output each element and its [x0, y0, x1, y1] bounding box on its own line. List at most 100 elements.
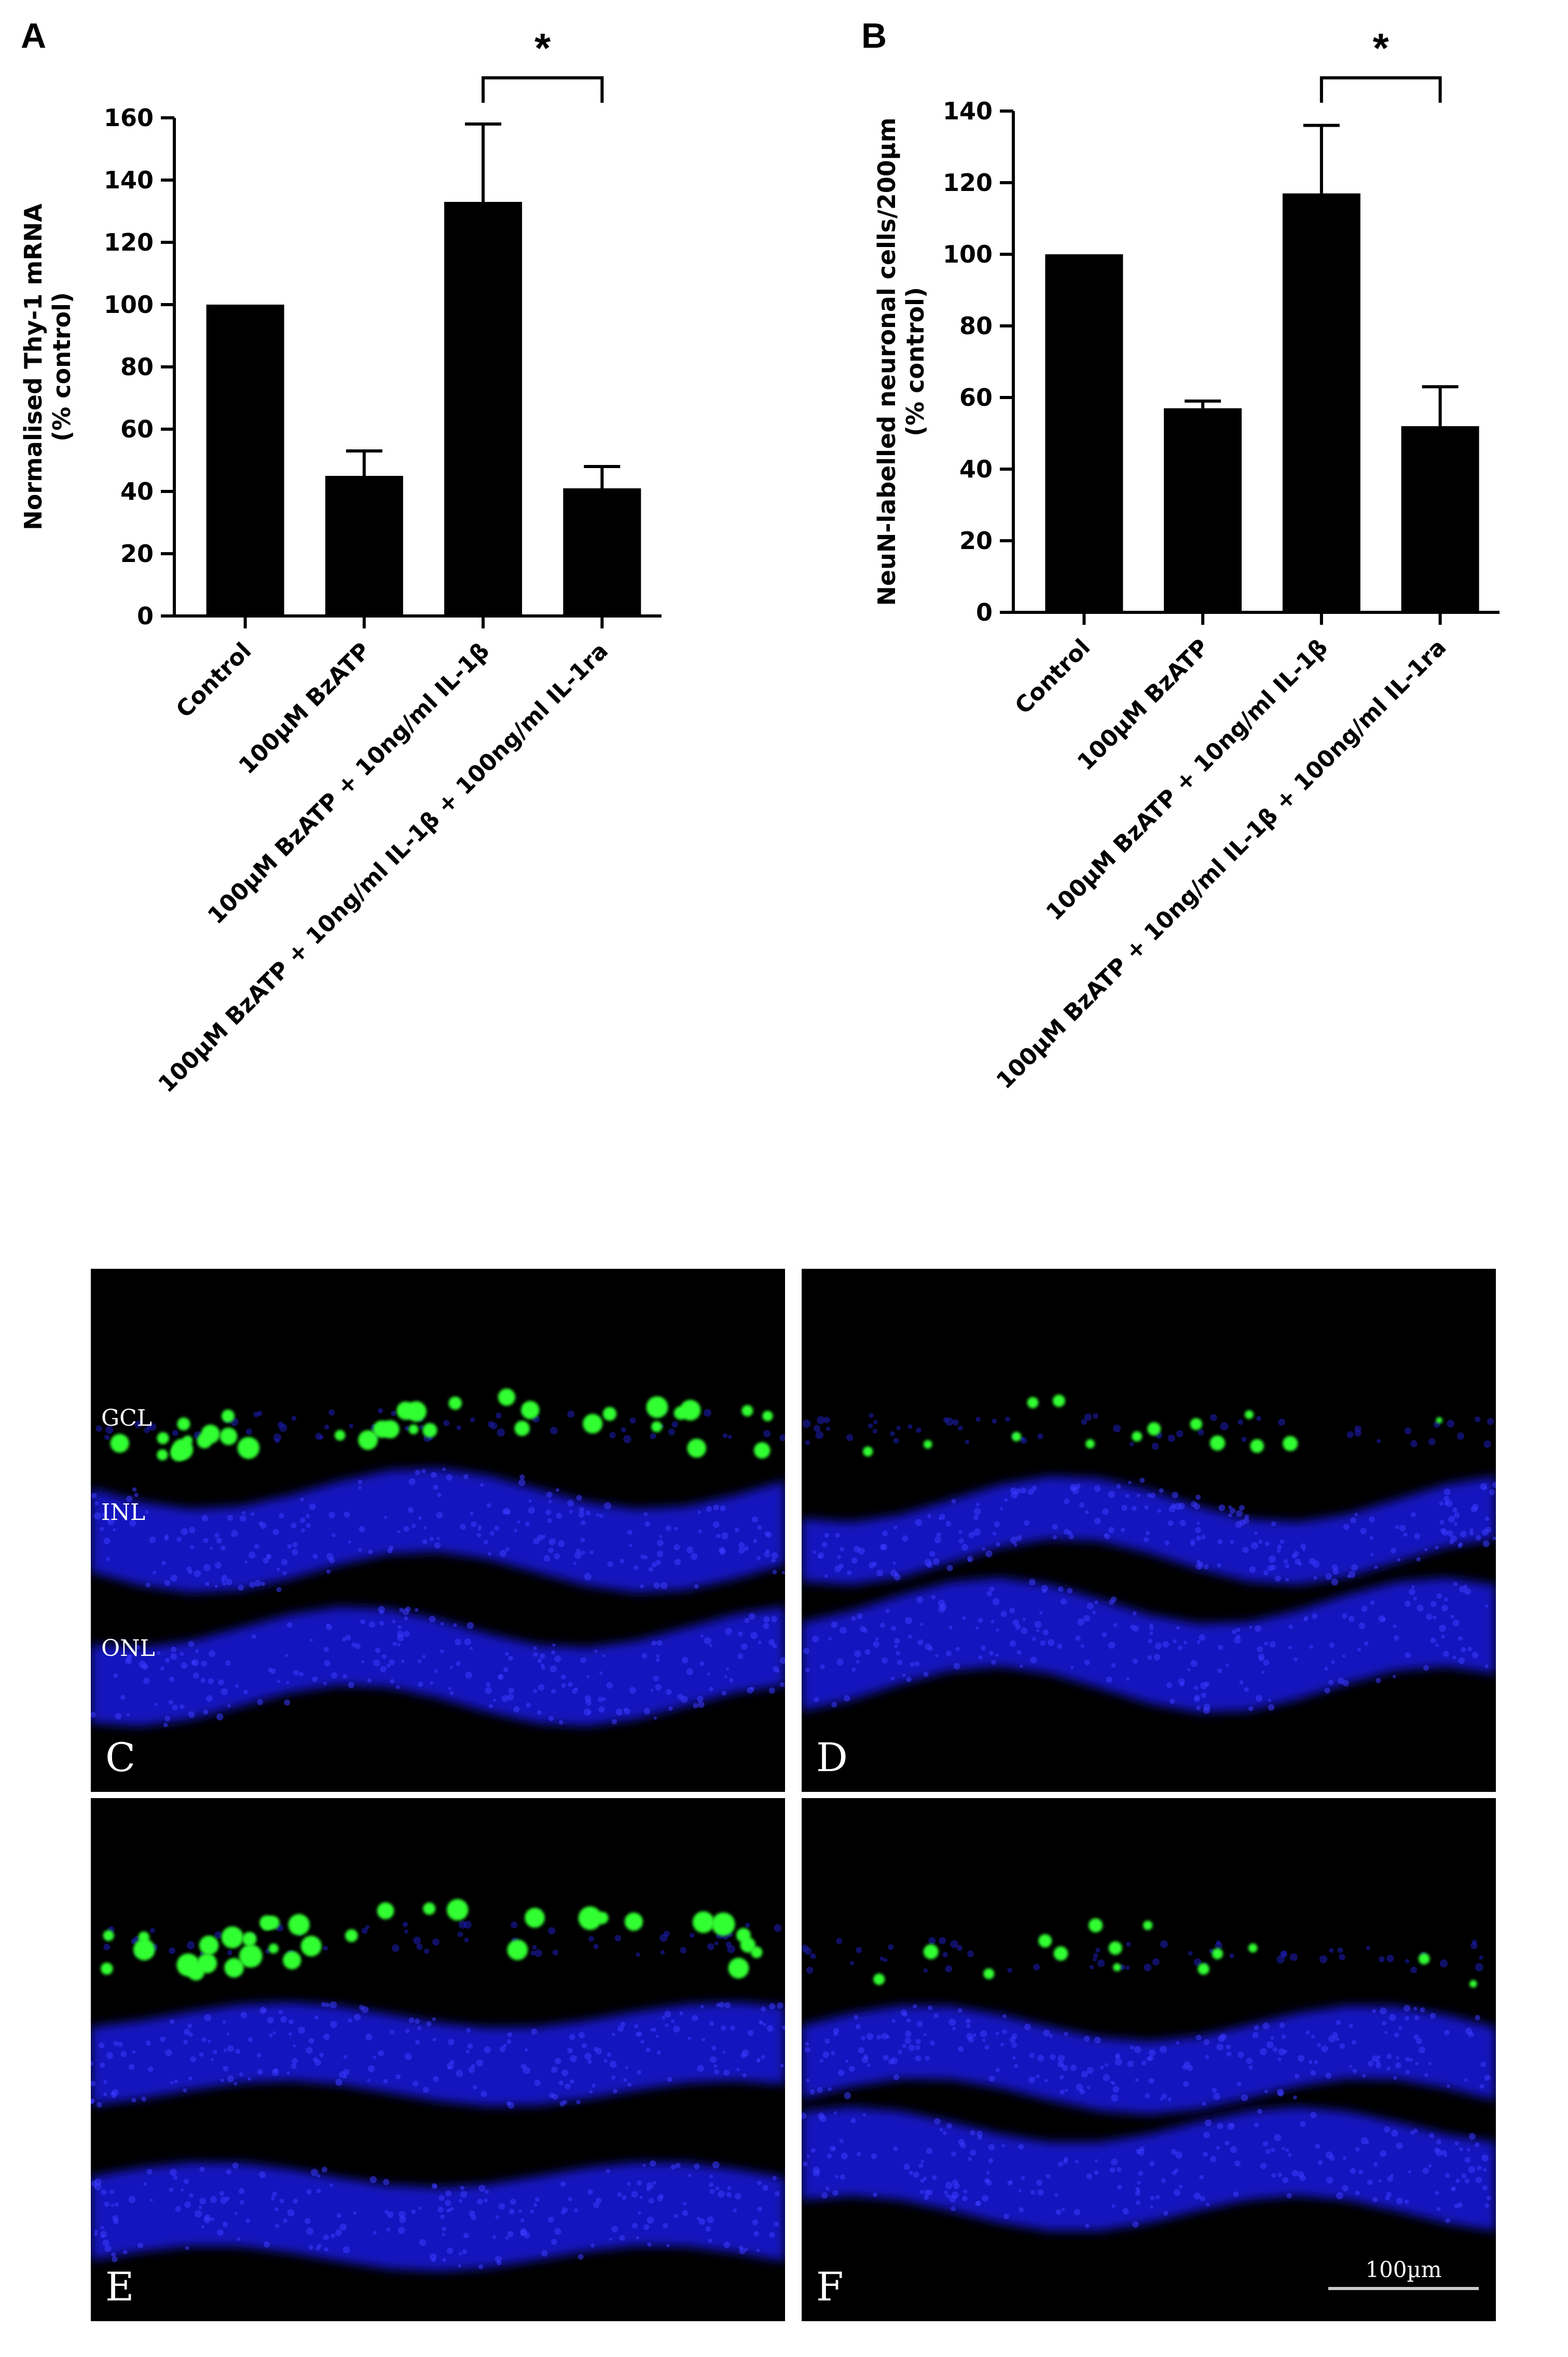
nucleus-dot: [655, 1559, 661, 1566]
nucleus-dot: [495, 2215, 500, 2219]
nucleus-dot: [456, 2070, 463, 2077]
nucleus-dot: [1201, 1692, 1206, 1698]
nucleus-dot: [373, 2230, 377, 2235]
gcl-nucleus: [1167, 1434, 1175, 1442]
nucleus-dot: [762, 2185, 768, 2191]
nucleus-dot: [405, 2053, 412, 2060]
nucleus-dot: [1162, 1641, 1170, 1648]
nucleus-dot: [367, 1678, 372, 1683]
nucleus-dot: [187, 2023, 192, 2029]
nucleus-dot: [1067, 1588, 1073, 1594]
nucleus-dot: [1444, 1597, 1449, 1602]
nucleus-dot: [278, 2009, 283, 2015]
y-tick-label: 120: [943, 169, 993, 197]
nucleus-dot: [1194, 1527, 1201, 1533]
nucleus-dot: [223, 2065, 229, 2072]
nucleus-dot: [1108, 1641, 1116, 1649]
nucleus-dot: [757, 1525, 762, 1530]
nucleus-dot: [721, 1690, 727, 1695]
nucleus-dot: [757, 1556, 761, 1560]
gcl-nucleus: [621, 1427, 626, 1433]
nucleus-dot: [696, 2216, 700, 2221]
nucleus-dot: [560, 2181, 566, 2187]
gcl-nucleus: [463, 1921, 472, 1929]
nucleus-dot: [1258, 1656, 1264, 1662]
neun-cell: [157, 1432, 169, 1444]
bar: [206, 305, 284, 616]
nucleus-dot: [832, 2190, 838, 2196]
nucleus-dot: [825, 2186, 830, 2191]
nucleus-dot: [128, 1654, 132, 1658]
nucleus-dot: [254, 1580, 262, 1587]
nucleus-dot: [445, 2190, 452, 2197]
gcl-nucleus: [552, 1950, 558, 1956]
nucleus-dot: [1112, 2081, 1116, 2085]
nucleus-dot: [551, 1689, 556, 1694]
nucleus-dot: [1052, 1524, 1058, 1530]
nucleus-dot: [505, 1547, 510, 1552]
nucleus-dot: [510, 2198, 516, 2205]
nucleus-dot: [1312, 1613, 1318, 1619]
nucleus-dot: [1309, 1645, 1314, 1649]
nucleus-dot: [916, 1596, 924, 1604]
nucleus-dot: [1428, 2132, 1435, 2139]
y-axis-title: NeuN-labelled neuronal cells/200µm: [873, 117, 901, 606]
nucleus-dot: [113, 2040, 119, 2046]
nucleus-dot: [1409, 2058, 1413, 2062]
nucleus-dot: [487, 1552, 492, 1556]
neun-cell: [873, 1974, 885, 1985]
nucleus-dot: [1342, 1654, 1345, 1658]
nucleus-dot: [1233, 2191, 1239, 2197]
nucleus-dot: [970, 2149, 976, 2156]
nucleus-dot: [828, 2087, 832, 2091]
nucleus-dot: [1086, 2173, 1092, 2180]
nucleus-dot: [1351, 1564, 1358, 1571]
nucleus-dot: [172, 1704, 178, 1710]
nucleus-dot: [1150, 2196, 1155, 2201]
nucleus-dot: [227, 2075, 234, 2082]
gcl-nucleus: [404, 1426, 410, 1431]
nucleus-dot: [473, 2085, 477, 2090]
nucleus-dot: [1254, 2025, 1259, 2031]
nucleus-dot: [916, 2021, 923, 2027]
nucleus-dot: [1100, 2065, 1104, 2070]
nucleus-dot: [1492, 1536, 1496, 1540]
gcl-nucleus: [404, 1929, 409, 1934]
nucleus-dot: [946, 2123, 952, 2129]
nucleus-dot: [1461, 1647, 1466, 1653]
nucleus-dot: [656, 1654, 660, 1658]
nucleus-dot: [836, 1659, 844, 1666]
neun-cell: [259, 1915, 274, 1930]
nucleus-dot: [1326, 2176, 1333, 2184]
nucleus-dot: [1149, 2161, 1155, 2167]
nucleus-dot: [1014, 2064, 1019, 2068]
nucleus-dot: [126, 1496, 133, 1502]
nucleus-dot: [1329, 1642, 1335, 1648]
gcl-nucleus: [245, 1428, 253, 1435]
nucleus-dot: [653, 1716, 657, 1720]
nucleus-dot: [468, 2066, 475, 2073]
nucleus-dot: [1298, 2055, 1305, 2062]
nucleus-dot: [1408, 2170, 1411, 2174]
nucleus-dot: [1469, 1528, 1474, 1532]
nucleus-dot: [723, 2070, 730, 2076]
nucleus-dot: [489, 1530, 494, 1536]
nucleus-dot: [633, 1565, 639, 1570]
nucleus-dot: [434, 1669, 438, 1673]
significance-bracket: [482, 76, 604, 103]
nucleus-dot: [1036, 1629, 1040, 1633]
nucleus-dot: [766, 2025, 774, 2032]
gcl-nucleus: [532, 1945, 537, 1950]
gcl-nucleus: [432, 1938, 439, 1946]
nucleus-dot: [478, 2264, 484, 2269]
nucleus-dot: [906, 1677, 912, 1682]
nucleus-dot: [615, 1708, 623, 1716]
nucleus-dot: [94, 2229, 98, 2233]
nucleus-dot: [839, 2139, 844, 2143]
gcl-nucleus: [1470, 1942, 1478, 1950]
nucleus-dot: [697, 1701, 705, 1708]
nucleus-dot: [1102, 1508, 1109, 1515]
nucleus-dot: [598, 1706, 605, 1713]
nucleus-dot: [1213, 2092, 1220, 2100]
nucleus-dot: [1244, 1514, 1249, 1519]
